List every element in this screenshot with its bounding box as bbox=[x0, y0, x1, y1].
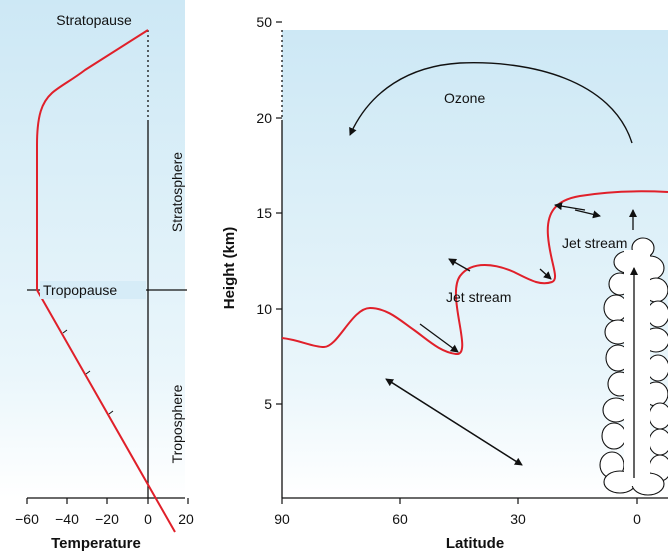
tropopause-curve bbox=[281, 190, 668, 356]
flow-arrow bbox=[448, 258, 471, 272]
height-axis-title: Height (km) bbox=[221, 227, 238, 310]
temperature-tick-label: −20 bbox=[95, 511, 119, 527]
tropopause-label-background bbox=[40, 281, 146, 299]
mixing-arrow bbox=[385, 378, 521, 465]
flow-arrow bbox=[419, 323, 459, 353]
temperature-x-ticks bbox=[26, 498, 189, 504]
temperature-tick-label: −40 bbox=[55, 511, 79, 527]
convection-cloud bbox=[599, 237, 668, 496]
flow-arrow bbox=[539, 268, 552, 280]
temperature-tick-label: 0 bbox=[144, 511, 152, 527]
troposphere-label: Troposphere bbox=[169, 384, 185, 463]
flow-arrow bbox=[554, 202, 586, 211]
latitude-ticks bbox=[281, 498, 638, 504]
temperature-tick-label: −60 bbox=[15, 511, 39, 527]
latitude-tick-label: 60 bbox=[392, 511, 408, 527]
temperature-profile-curve bbox=[36, 29, 176, 533]
height-tick-label: 15 bbox=[256, 205, 272, 221]
height-tick-label: 10 bbox=[256, 301, 272, 317]
jet-stream-label-lower: Jet stream bbox=[446, 289, 511, 305]
jet-stream-label-upper: Jet stream bbox=[562, 235, 627, 251]
latitude-panel-background bbox=[282, 30, 668, 498]
latitude-tick-label: 30 bbox=[510, 511, 526, 527]
ozone-label: Ozone bbox=[444, 90, 485, 106]
stratopause-label: Stratopause bbox=[56, 12, 132, 28]
latitude-axis-title: Latitude bbox=[446, 535, 504, 552]
stratosphere-label: Stratosphere bbox=[169, 152, 185, 232]
height-tick-label: 5 bbox=[264, 396, 272, 412]
ozone-circulation-arrow bbox=[349, 62, 633, 144]
height-tick-label: 50 bbox=[256, 14, 272, 30]
tropopause-label: Tropopause bbox=[43, 282, 117, 298]
latitude-tick-label: 90 bbox=[274, 511, 290, 527]
temperature-tick-label: 20 bbox=[178, 511, 194, 527]
height-tick-label: 20 bbox=[256, 110, 272, 126]
latitude-panel: 5 10 15 20 50 Height (km) 90 60 30 0 Lat… bbox=[221, 14, 668, 552]
temperature-panel: −60 −40 −20 0 20 Temperature Stratopause… bbox=[0, 0, 194, 552]
height-ticks bbox=[276, 21, 282, 405]
temperature-axis-title: Temperature bbox=[51, 535, 141, 552]
temperature-panel-background bbox=[0, 0, 185, 498]
latitude-tick-label: 0 bbox=[633, 511, 641, 527]
flow-arrow bbox=[574, 209, 601, 219]
temperature-curve-ticks bbox=[62, 329, 114, 415]
